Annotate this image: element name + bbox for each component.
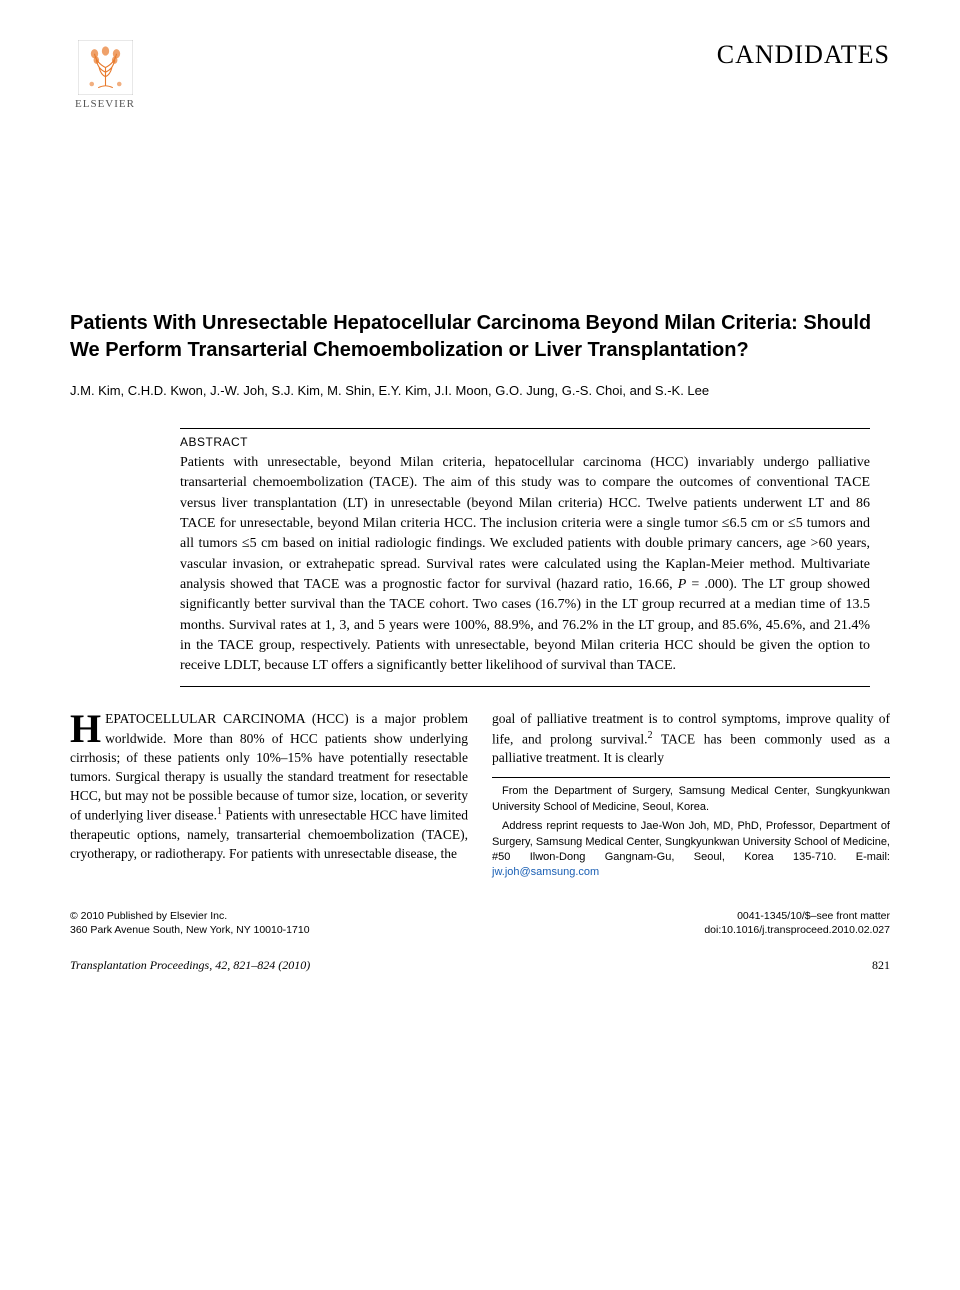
- col2-paragraph: goal of palliative treatment is to contr…: [492, 709, 890, 767]
- reprint-text: Address reprint requests to Jae-Won Joh,…: [492, 820, 890, 863]
- right-column: goal of palliative treatment is to contr…: [492, 709, 890, 884]
- publisher-logo: ELSEVIER: [70, 40, 140, 110]
- dropcap: H: [70, 709, 105, 746]
- affiliation-box: From the Department of Surgery, Samsung …: [492, 777, 890, 880]
- abstract-block: ABSTRACT Patients with unresectable, bey…: [180, 428, 870, 687]
- col1-text: EPATOCELLULAR CARCINOMA (HCC) is a major…: [70, 711, 468, 822]
- issn: 0041-1345/10/$–see front matter: [704, 909, 890, 924]
- article-title: Patients With Unresectable Hepatocellula…: [70, 310, 890, 364]
- abstract-p-stat: P: [678, 577, 687, 592]
- journal-ref: Transplantation Proceedings, 42, 821–824…: [70, 958, 310, 973]
- author-list: J.M. Kim, C.H.D. Kwon, J.-W. Joh, S.J. K…: [70, 382, 890, 400]
- abstract-part1: Patients with unresectable, beyond Milan…: [180, 455, 870, 592]
- copyright: © 2010 Published by Elsevier Inc.: [70, 909, 310, 924]
- page-number: 821: [872, 958, 890, 973]
- left-column: HEPATOCELLULAR CARCINOMA (HCC) is a majo…: [70, 709, 468, 884]
- affiliation-reprint: Address reprint requests to Jae-Won Joh,…: [492, 819, 890, 881]
- publisher-address: 360 Park Avenue South, New York, NY 1001…: [70, 923, 310, 938]
- footer-row: © 2010 Published by Elsevier Inc. 360 Pa…: [70, 909, 890, 938]
- page-header: ELSEVIER CANDIDATES: [70, 40, 890, 110]
- affiliation-from: From the Department of Surgery, Samsung …: [492, 784, 890, 815]
- section-label: CANDIDATES: [717, 40, 890, 70]
- elsevier-tree-icon: [78, 40, 133, 95]
- abstract-label: ABSTRACT: [180, 435, 870, 449]
- footer-left: © 2010 Published by Elsevier Inc. 360 Pa…: [70, 909, 310, 938]
- abstract-text: Patients with unresectable, beyond Milan…: [180, 453, 870, 676]
- email-link[interactable]: jw.joh@samsung.com: [492, 866, 599, 878]
- bottom-row: Transplantation Proceedings, 42, 821–824…: [70, 958, 890, 973]
- footer-right: 0041-1345/10/$–see front matter doi:10.1…: [704, 909, 890, 938]
- body-columns: HEPATOCELLULAR CARCINOMA (HCC) is a majo…: [70, 709, 890, 884]
- doi: doi:10.1016/j.transproceed.2010.02.027: [704, 923, 890, 938]
- publisher-logo-label: ELSEVIER: [75, 98, 135, 110]
